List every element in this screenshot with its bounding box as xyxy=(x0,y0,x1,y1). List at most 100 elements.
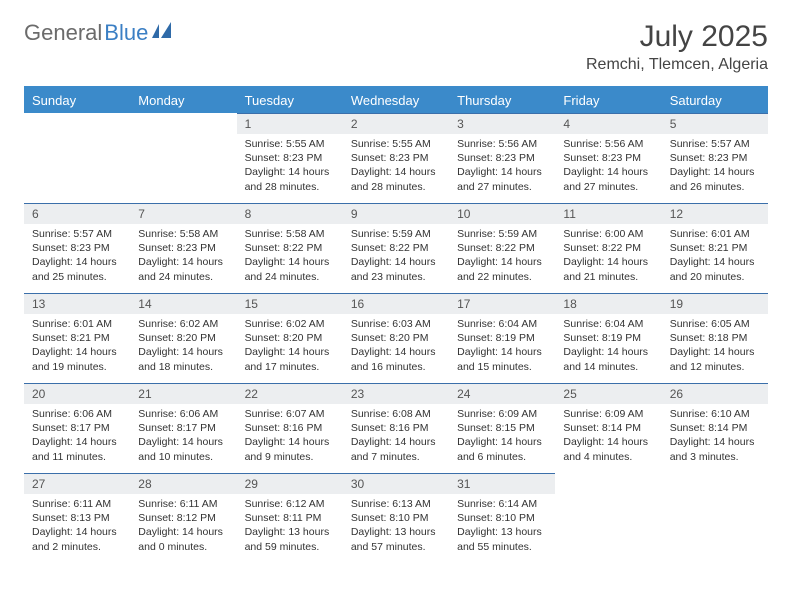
sunset-line: Sunset: 8:17 PM xyxy=(32,421,122,435)
calendar-cell: 27Sunrise: 6:11 AMSunset: 8:13 PMDayligh… xyxy=(24,473,130,563)
sunrise-line: Sunrise: 5:59 AM xyxy=(351,227,441,241)
sunrise-line: Sunrise: 6:07 AM xyxy=(245,407,335,421)
day-number: 26 xyxy=(662,383,768,404)
calendar-week-row: 27Sunrise: 6:11 AMSunset: 8:13 PMDayligh… xyxy=(24,473,768,563)
daylight-line: Daylight: 14 hours and 27 minutes. xyxy=(457,165,547,193)
daylight-line: Daylight: 14 hours and 19 minutes. xyxy=(32,345,122,373)
daylight-line: Daylight: 14 hours and 18 minutes. xyxy=(138,345,228,373)
calendar-cell: 5Sunrise: 5:57 AMSunset: 8:23 PMDaylight… xyxy=(662,113,768,203)
day-details: Sunrise: 5:57 AMSunset: 8:23 PMDaylight:… xyxy=(662,134,768,200)
day-details: Sunrise: 6:02 AMSunset: 8:20 PMDaylight:… xyxy=(130,314,236,380)
calendar-cell: 20Sunrise: 6:06 AMSunset: 8:17 PMDayligh… xyxy=(24,383,130,473)
day-number: 3 xyxy=(449,113,555,134)
daylight-line: Daylight: 14 hours and 21 minutes. xyxy=(563,255,653,283)
day-number: 31 xyxy=(449,473,555,494)
daylight-line: Daylight: 14 hours and 23 minutes. xyxy=(351,255,441,283)
daylight-line: Daylight: 14 hours and 11 minutes. xyxy=(32,435,122,463)
page-subtitle: Remchi, Tlemcen, Algeria xyxy=(586,56,768,74)
day-details: Sunrise: 5:59 AMSunset: 8:22 PMDaylight:… xyxy=(449,224,555,290)
day-details: Sunrise: 6:11 AMSunset: 8:13 PMDaylight:… xyxy=(24,494,130,560)
day-details: Sunrise: 6:01 AMSunset: 8:21 PMDaylight:… xyxy=(24,314,130,380)
weekday-header: Monday xyxy=(130,87,236,113)
sunset-line: Sunset: 8:21 PM xyxy=(670,241,760,255)
sunrise-line: Sunrise: 6:14 AM xyxy=(457,497,547,511)
calendar-cell: 13Sunrise: 6:01 AMSunset: 8:21 PMDayligh… xyxy=(24,293,130,383)
calendar-header-row: SundayMondayTuesdayWednesdayThursdayFrid… xyxy=(24,87,768,113)
logo-sail-icon xyxy=(152,20,174,46)
day-number: 2 xyxy=(343,113,449,134)
sunrise-line: Sunrise: 6:08 AM xyxy=(351,407,441,421)
day-number: 29 xyxy=(237,473,343,494)
sunrise-line: Sunrise: 6:13 AM xyxy=(351,497,441,511)
daylight-line: Daylight: 14 hours and 9 minutes. xyxy=(245,435,335,463)
sunrise-line: Sunrise: 6:04 AM xyxy=(457,317,547,331)
calendar-cell: 6Sunrise: 5:57 AMSunset: 8:23 PMDaylight… xyxy=(24,203,130,293)
calendar-cell: 11Sunrise: 6:00 AMSunset: 8:22 PMDayligh… xyxy=(555,203,661,293)
day-number: 28 xyxy=(130,473,236,494)
daylight-line: Daylight: 14 hours and 15 minutes. xyxy=(457,345,547,373)
sunset-line: Sunset: 8:16 PM xyxy=(245,421,335,435)
daylight-line: Daylight: 14 hours and 16 minutes. xyxy=(351,345,441,373)
day-details: Sunrise: 6:06 AMSunset: 8:17 PMDaylight:… xyxy=(24,404,130,470)
calendar-cell: 25Sunrise: 6:09 AMSunset: 8:14 PMDayligh… xyxy=(555,383,661,473)
day-details: Sunrise: 6:11 AMSunset: 8:12 PMDaylight:… xyxy=(130,494,236,560)
calendar-cell: 22Sunrise: 6:07 AMSunset: 8:16 PMDayligh… xyxy=(237,383,343,473)
sunrise-line: Sunrise: 6:03 AM xyxy=(351,317,441,331)
sunset-line: Sunset: 8:22 PM xyxy=(245,241,335,255)
daylight-line: Daylight: 14 hours and 22 minutes. xyxy=(457,255,547,283)
day-details: Sunrise: 6:08 AMSunset: 8:16 PMDaylight:… xyxy=(343,404,449,470)
day-number: 8 xyxy=(237,203,343,224)
day-details: Sunrise: 5:56 AMSunset: 8:23 PMDaylight:… xyxy=(449,134,555,200)
day-number: 19 xyxy=(662,293,768,314)
day-number: 1 xyxy=(237,113,343,134)
day-details: Sunrise: 6:05 AMSunset: 8:18 PMDaylight:… xyxy=(662,314,768,380)
sunset-line: Sunset: 8:22 PM xyxy=(563,241,653,255)
day-details: Sunrise: 5:58 AMSunset: 8:23 PMDaylight:… xyxy=(130,224,236,290)
daylight-line: Daylight: 14 hours and 3 minutes. xyxy=(670,435,760,463)
sunrise-line: Sunrise: 6:10 AM xyxy=(670,407,760,421)
sunrise-line: Sunrise: 5:57 AM xyxy=(670,137,760,151)
calendar-cell: 2Sunrise: 5:55 AMSunset: 8:23 PMDaylight… xyxy=(343,113,449,203)
daylight-line: Daylight: 14 hours and 4 minutes. xyxy=(563,435,653,463)
day-number: 30 xyxy=(343,473,449,494)
sunrise-line: Sunrise: 5:58 AM xyxy=(138,227,228,241)
weekday-header: Saturday xyxy=(662,87,768,113)
calendar-cell: 24Sunrise: 6:09 AMSunset: 8:15 PMDayligh… xyxy=(449,383,555,473)
sunrise-line: Sunrise: 6:00 AM xyxy=(563,227,653,241)
weekday-header: Wednesday xyxy=(343,87,449,113)
day-number: 5 xyxy=(662,113,768,134)
calendar-cell: 12Sunrise: 6:01 AMSunset: 8:21 PMDayligh… xyxy=(662,203,768,293)
day-details: Sunrise: 5:59 AMSunset: 8:22 PMDaylight:… xyxy=(343,224,449,290)
day-details: Sunrise: 6:14 AMSunset: 8:10 PMDaylight:… xyxy=(449,494,555,560)
day-number: 14 xyxy=(130,293,236,314)
logo-text-general: General xyxy=(24,20,102,46)
calendar-cell: 8Sunrise: 5:58 AMSunset: 8:22 PMDaylight… xyxy=(237,203,343,293)
daylight-line: Daylight: 14 hours and 28 minutes. xyxy=(245,165,335,193)
day-number: 22 xyxy=(237,383,343,404)
sunrise-line: Sunrise: 6:05 AM xyxy=(670,317,760,331)
sunset-line: Sunset: 8:20 PM xyxy=(138,331,228,345)
day-number: 27 xyxy=(24,473,130,494)
day-details: Sunrise: 6:02 AMSunset: 8:20 PMDaylight:… xyxy=(237,314,343,380)
sunrise-line: Sunrise: 6:12 AM xyxy=(245,497,335,511)
daylight-line: Daylight: 14 hours and 17 minutes. xyxy=(245,345,335,373)
day-details: Sunrise: 6:12 AMSunset: 8:11 PMDaylight:… xyxy=(237,494,343,560)
sunrise-line: Sunrise: 5:58 AM xyxy=(245,227,335,241)
sunrise-line: Sunrise: 6:04 AM xyxy=(563,317,653,331)
daylight-line: Daylight: 13 hours and 59 minutes. xyxy=(245,525,335,553)
calendar-cell: 26Sunrise: 6:10 AMSunset: 8:14 PMDayligh… xyxy=(662,383,768,473)
day-number: 4 xyxy=(555,113,661,134)
sunset-line: Sunset: 8:13 PM xyxy=(32,511,122,525)
calendar-cell: 3Sunrise: 5:56 AMSunset: 8:23 PMDaylight… xyxy=(449,113,555,203)
calendar-cell: 19Sunrise: 6:05 AMSunset: 8:18 PMDayligh… xyxy=(662,293,768,383)
day-number: 9 xyxy=(343,203,449,224)
calendar-cell: 17Sunrise: 6:04 AMSunset: 8:19 PMDayligh… xyxy=(449,293,555,383)
day-details: Sunrise: 6:03 AMSunset: 8:20 PMDaylight:… xyxy=(343,314,449,380)
day-number: 21 xyxy=(130,383,236,404)
sunrise-line: Sunrise: 5:55 AM xyxy=(245,137,335,151)
sunset-line: Sunset: 8:23 PM xyxy=(670,151,760,165)
sunrise-line: Sunrise: 6:06 AM xyxy=(138,407,228,421)
calendar-cell: 31Sunrise: 6:14 AMSunset: 8:10 PMDayligh… xyxy=(449,473,555,563)
day-number: 10 xyxy=(449,203,555,224)
day-details: Sunrise: 6:07 AMSunset: 8:16 PMDaylight:… xyxy=(237,404,343,470)
